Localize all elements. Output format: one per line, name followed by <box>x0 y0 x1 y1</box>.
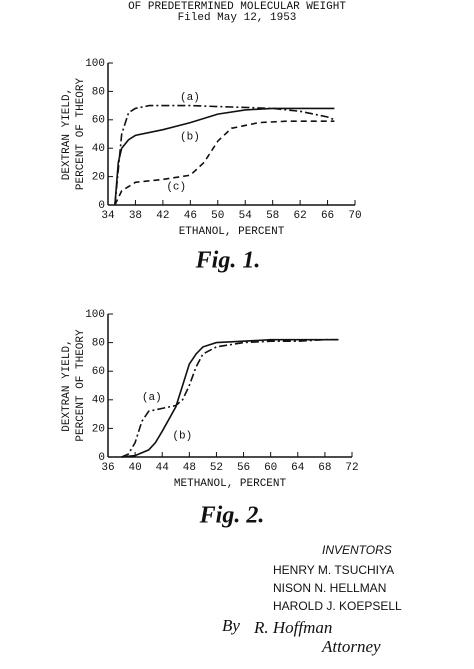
y-axis-label: DEXTRAN YIELD, <box>61 339 73 431</box>
y-tick-label: 100 <box>85 309 105 321</box>
x-tick-label: 64 <box>291 462 305 474</box>
series-label: (b) <box>180 132 200 144</box>
y-tick-label: 80 <box>92 338 105 350</box>
series-label: (c) <box>166 181 186 193</box>
y-tick-label: 20 <box>92 423 105 435</box>
data-line <box>114 120 335 206</box>
y-tick-label: 0 <box>98 200 105 212</box>
inventors-heading: INVENTORS <box>322 543 392 557</box>
attorney-role: Attorney <box>321 637 381 656</box>
data-line <box>114 104 335 206</box>
x-tick-label: 70 <box>348 210 361 222</box>
x-tick-label: 52 <box>210 462 223 474</box>
signature: R. Hoffman <box>253 618 332 637</box>
x-tick-label: 54 <box>239 210 253 222</box>
x-tick-label: 46 <box>184 210 197 222</box>
x-tick-label: 50 <box>211 210 224 222</box>
y-axis-label: PERCENT OF THEORY <box>75 77 87 190</box>
x-tick-label: 48 <box>183 462 196 474</box>
x-tick-label: 58 <box>266 210 279 222</box>
y-tick-label: 100 <box>85 58 105 70</box>
inventor-name: NISON N. HELLMAN <box>273 581 386 595</box>
figure-label: Fig. 1. <box>195 248 261 274</box>
series-label: (b) <box>172 430 192 442</box>
x-tick-label: 38 <box>129 210 142 222</box>
x-tick-label: 60 <box>264 462 277 474</box>
x-tick-label: 36 <box>101 462 114 474</box>
y-tick-label: 40 <box>92 395 105 407</box>
x-tick-label: 68 <box>318 462 331 474</box>
y-tick-label: 80 <box>92 86 105 98</box>
inventor-name: HENRY M. TSUCHIYA <box>273 563 394 577</box>
x-tick-label: 72 <box>345 462 358 474</box>
x-tick-label: 42 <box>156 210 169 222</box>
x-tick-label: 44 <box>156 462 170 474</box>
y-axis-label: DEXTRAN YIELD, <box>61 88 73 180</box>
x-tick-label: 40 <box>129 462 142 474</box>
header-filed: Filed May 12, 1953 <box>178 12 297 24</box>
figure-label: Fig. 2. <box>199 503 265 529</box>
series-label: (a) <box>180 92 200 104</box>
y-tick-label: 60 <box>92 366 105 378</box>
y-tick-label: 60 <box>92 115 105 127</box>
y-tick-label: 40 <box>92 143 105 155</box>
data-line <box>114 107 335 206</box>
by-label: By <box>222 616 240 635</box>
x-tick-label: 56 <box>237 462 250 474</box>
y-tick-label: 0 <box>98 452 105 464</box>
y-tick-label: 20 <box>92 172 105 184</box>
inventor-name: HAROLD J. KOEPSELL <box>273 599 402 613</box>
x-tick-label: 66 <box>321 210 334 222</box>
y-axis-label: PERCENT OF THEORY <box>75 329 87 442</box>
x-tick-label: 62 <box>294 210 307 222</box>
x-tick-label: 34 <box>101 210 115 222</box>
x-axis-label: METHANOL, PERCENT <box>174 478 287 490</box>
series-label: (a) <box>142 392 162 404</box>
data-line <box>121 338 339 458</box>
data-line <box>121 338 339 458</box>
x-axis-label: ETHANOL, PERCENT <box>179 226 285 238</box>
header-subtitle: OF PREDETERMINED MOLECULAR WEIGHT <box>128 1 346 13</box>
